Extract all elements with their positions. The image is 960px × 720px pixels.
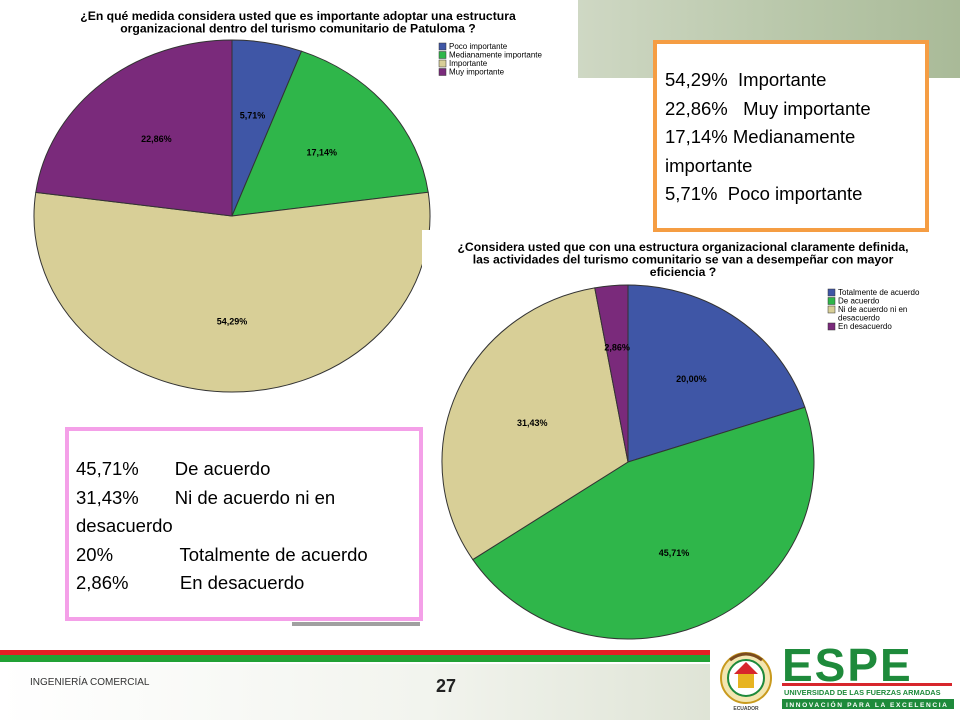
legend-swatch [438, 51, 447, 59]
slice-label: 45,71% [659, 548, 690, 558]
legend-entry: De acuerdo [838, 297, 880, 306]
slice-label: 22,86% [141, 134, 172, 144]
slice-label: 2,86% [604, 342, 630, 352]
pie-chart-importance-svg: ¿En qué medida considera usted que es im… [33, 9, 542, 393]
legend-swatch [827, 322, 836, 331]
summary-line: 31,43% Ni de acuerdo ni en [76, 486, 336, 508]
slice-label: 31,43% [517, 418, 548, 428]
summary-line: desacuerdo [76, 515, 173, 536]
summary-box-efficiency: 45,71% De acuerdo 31,43% Ni de acuerdo n… [65, 427, 423, 621]
chart-title-line: organizacional dentro del turismo comuni… [120, 22, 476, 36]
legend-entry: Importante [449, 59, 488, 68]
chart-title-line: ¿Considera usted que con una estructura … [457, 240, 908, 254]
legend-swatch [827, 288, 836, 297]
legend-entry: desacuerdo [838, 314, 880, 323]
slice-label: 5,71% [240, 111, 266, 121]
summary-line: 45,71% De acuerdo [76, 458, 271, 479]
summary-line: 54,29% Importante [665, 69, 827, 90]
summary-line: importante [665, 154, 753, 176]
summary-line: 2,86% En desacuerdo [76, 572, 305, 593]
slice-label: 20,00% [676, 374, 707, 384]
legend-swatch [827, 305, 836, 314]
legend-entry: Poco importante [449, 42, 508, 51]
pie-slice-3 [441, 287, 629, 561]
slice-label: 17,14% [306, 147, 337, 157]
legend-entry: Muy importante [449, 68, 505, 77]
summary-box-importance: 54,29% Importante 22,86% Muy importante … [653, 40, 929, 232]
pie-slice-1 [627, 284, 806, 463]
footer-stripe [0, 650, 710, 664]
espe-logo-svg: ECUADOR ESPE UNIVERSIDAD DE LAS FUERZAS … [720, 639, 954, 712]
pie-slice-4 [594, 284, 629, 463]
legend-swatch [438, 59, 447, 68]
legend-entry: En desacuerdo [838, 322, 892, 331]
espe-logo: ECUADOR ESPE UNIVERSIDAD DE LAS FUERZAS … [712, 636, 960, 720]
pie-chart-efficiency: ¿Considera usted que con una estructura … [422, 230, 960, 650]
summary-line: 22,86% Muy importante [665, 97, 871, 119]
legend-entry: Ni de acuerdo ni en [838, 305, 907, 314]
summary-line: 20% Totalmente de acuerdo [76, 543, 368, 565]
summary-line: 5,71% Poco importante [665, 183, 863, 204]
legend-entry: Totalmente de acuerdo [838, 288, 920, 297]
pie-chart-efficiency-svg: ¿Considera usted que con una estructura … [441, 240, 920, 640]
summary-line: 17,14% Medianamente [665, 126, 856, 147]
divider [292, 622, 420, 626]
pie-slice-2 [472, 406, 815, 640]
footer-background [0, 664, 710, 720]
chart-title: ¿En qué medida considera usted que es im… [80, 9, 516, 36]
logo-line1: UNIVERSIDAD DE LAS FUERZAS ARMADAS [784, 688, 941, 697]
legend-swatch [438, 68, 447, 76]
pie-chart-importance: ¿En qué medida considera usted que es im… [28, 0, 578, 405]
legend-swatch [438, 42, 447, 51]
chart-title-line: ¿En qué medida considera usted que es im… [80, 9, 516, 23]
seal-text: ECUADOR [733, 706, 759, 712]
legend-swatch [827, 297, 836, 305]
seal-icon: ECUADOR [720, 652, 772, 712]
logo-line2: INNOVACIÓN PARA LA EXCELENCIA [786, 700, 949, 709]
pie-slice-4 [35, 39, 233, 217]
slice-label: 54,29% [217, 317, 248, 327]
page-number: 27 [436, 676, 457, 696]
chart-title: ¿Considera usted que con una estructura … [457, 240, 908, 279]
chart-title-line: las actividades del turismo comunitario … [473, 253, 894, 267]
chart-title-line: eficiencia ? [650, 265, 716, 279]
pie-slice-3 [33, 191, 431, 393]
footer-label: INGENIERÍA COMERCIAL [30, 677, 150, 688]
logo-wordmark: ESPE [782, 639, 913, 691]
pie-slice-2 [231, 50, 429, 217]
legend-entry: Medianamente importante [449, 51, 542, 60]
